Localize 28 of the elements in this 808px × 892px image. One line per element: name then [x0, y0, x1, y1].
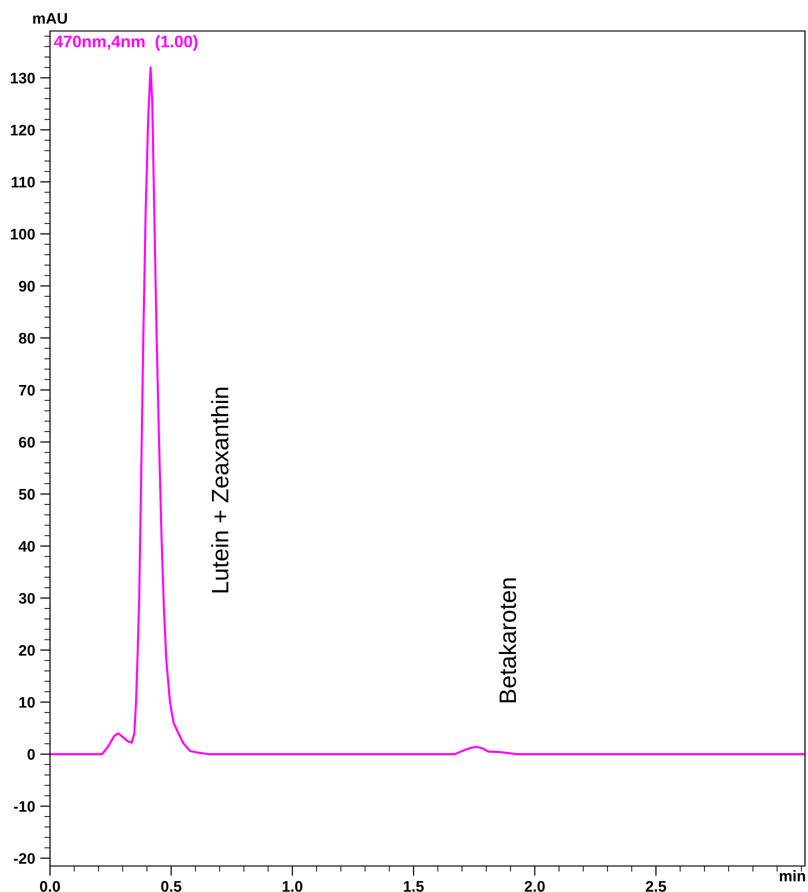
line-series: [50, 66, 805, 756]
y-tick-label: 130: [10, 72, 35, 84]
x-tick-label: 2.0: [524, 880, 545, 892]
y-tick-label: 60: [18, 436, 35, 448]
annotation: 470nm,4nm (1.00): [54, 35, 198, 51]
y-tick-label: -20: [14, 853, 35, 864]
y-tick-label: 30: [18, 592, 35, 604]
y-tick-label: 20: [18, 644, 35, 656]
y-axis-title: mAU: [33, 13, 67, 24]
y-tick-label: 50: [18, 488, 35, 500]
y-tick-label: 40: [18, 540, 35, 552]
y-tick-label: 100: [10, 228, 35, 240]
x-tick-label: 1.5: [404, 881, 424, 892]
y-tick-label: 90: [18, 280, 35, 292]
x-tick-label: 0.0: [40, 880, 60, 892]
x-axis-title: min: [780, 870, 806, 882]
y-tick-label: 0: [28, 749, 35, 760]
y-tick-label: 10: [19, 696, 35, 708]
x-tick-label: 0.5: [161, 880, 182, 892]
y-tick-label: 110: [12, 176, 35, 188]
annotation: Betakaroten: [498, 578, 516, 702]
y-tick-label: 120: [10, 124, 35, 136]
x-tick-label: 2.5: [646, 880, 666, 892]
y-tick-label: -10: [14, 801, 35, 812]
y-tick-label: 80: [18, 332, 35, 344]
x-tick-label: 1.0: [282, 880, 302, 892]
annotation: Lutein + Zeaxanthin: [211, 388, 228, 592]
y-tick-label: 70: [19, 384, 35, 396]
